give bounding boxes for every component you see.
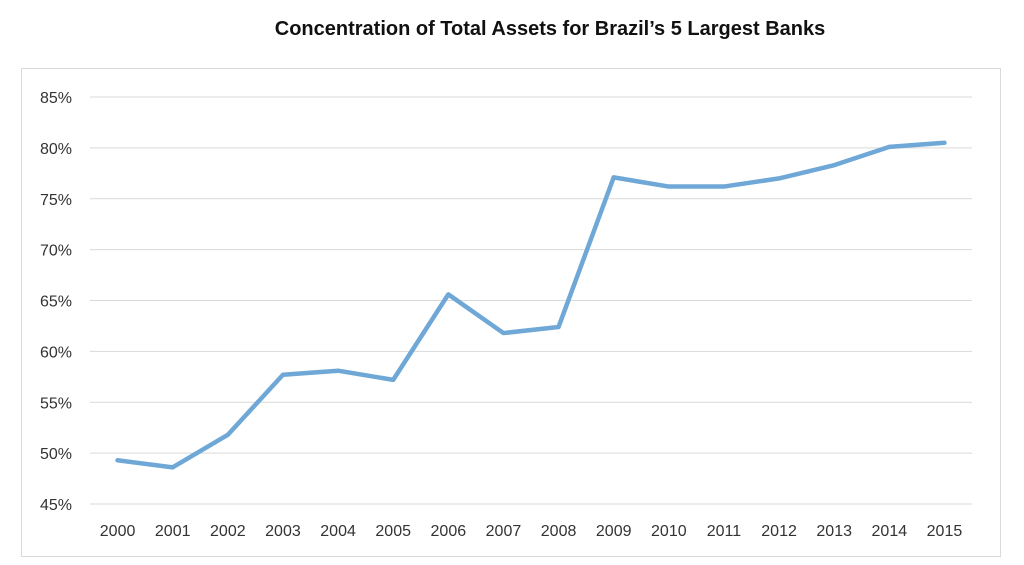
chart-frame — [21, 68, 1001, 557]
y-tick-label: 85% — [40, 90, 72, 107]
data-point-2006 — [446, 292, 451, 297]
x-tick-label: 2002 — [210, 523, 246, 540]
y-tick-label: 65% — [40, 294, 72, 311]
y-tick-label: 70% — [40, 243, 72, 260]
data-point-2009 — [611, 175, 616, 180]
data-point-2011 — [721, 184, 726, 189]
y-tick-label: 50% — [40, 446, 72, 463]
x-tick-label: 2011 — [707, 523, 742, 540]
series-line — [115, 140, 947, 470]
data-point-2005 — [391, 377, 396, 382]
chart-title: Concentration of Total Assets for Brazil… — [274, 18, 826, 40]
y-tick-label: 60% — [40, 344, 72, 361]
x-tick-label: 2014 — [872, 523, 908, 540]
x-tick-label: 2005 — [375, 523, 411, 540]
data-point-2002 — [225, 432, 230, 437]
data-point-2007 — [501, 331, 506, 336]
data-point-2004 — [336, 368, 341, 373]
x-tick-label: 2013 — [816, 523, 852, 540]
data-point-2013 — [832, 163, 837, 168]
x-tick-label: 2009 — [596, 523, 632, 540]
y-tick-label: 55% — [40, 395, 72, 412]
data-point-2014 — [887, 144, 892, 149]
data-point-2000 — [115, 458, 120, 463]
data-point-2003 — [280, 372, 285, 377]
y-tick-label: 80% — [40, 141, 72, 158]
x-axis-tick-labels: 2000 2001 2002 2003 2004 2005 2006 2007 2008 2009… — [100, 523, 963, 540]
y-axis-tick-labels: 45% 50% 55% 60% 65% 70% 75% 80% 85% — [40, 90, 72, 514]
x-tick-label: 2003 — [265, 523, 301, 540]
x-tick-label: 2004 — [320, 523, 356, 540]
data-point-2015 — [942, 140, 947, 145]
x-tick-label: 2000 — [100, 523, 136, 540]
data-point-2012 — [777, 176, 782, 181]
gridlines — [90, 96, 972, 505]
y-tick-label: 45% — [40, 497, 72, 514]
data-point-2008 — [556, 324, 561, 329]
x-tick-label: 2010 — [651, 523, 687, 540]
x-tick-label: 2006 — [431, 523, 467, 540]
x-tick-label: 2001 — [155, 523, 191, 540]
x-tick-label: 2007 — [486, 523, 522, 540]
x-tick-label: 2008 — [541, 523, 577, 540]
x-tick-label: 2012 — [761, 523, 797, 540]
y-tick-label: 75% — [40, 192, 72, 209]
data-point-2001 — [170, 465, 175, 470]
x-tick-label: 2015 — [927, 523, 963, 540]
series-layer — [115, 140, 947, 470]
data-point-2010 — [666, 184, 671, 189]
